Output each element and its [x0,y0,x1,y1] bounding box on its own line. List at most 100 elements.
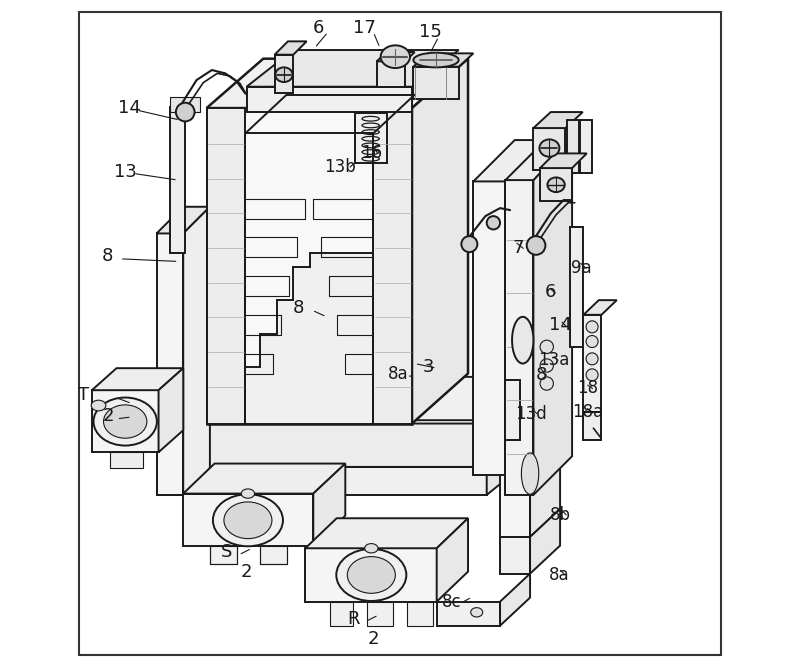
Polygon shape [170,97,200,112]
Ellipse shape [414,53,458,67]
Ellipse shape [103,405,147,438]
Polygon shape [157,377,540,420]
Polygon shape [500,392,560,420]
Polygon shape [110,452,143,468]
Text: 8a: 8a [388,365,408,382]
Polygon shape [157,420,486,467]
Polygon shape [157,233,183,495]
Polygon shape [206,59,468,108]
Polygon shape [274,41,306,55]
Polygon shape [412,59,468,424]
Polygon shape [437,518,468,602]
Text: 14: 14 [549,317,571,334]
Text: 7: 7 [512,239,524,257]
Polygon shape [534,139,572,495]
Polygon shape [530,392,560,537]
Text: 2: 2 [241,564,252,581]
Text: 13: 13 [114,163,137,181]
Ellipse shape [470,608,482,617]
Polygon shape [246,50,458,87]
Text: 13d: 13d [515,405,547,422]
Polygon shape [183,464,346,494]
Polygon shape [206,108,412,424]
Polygon shape [506,140,546,475]
Polygon shape [170,107,186,253]
Polygon shape [583,315,602,412]
Polygon shape [500,537,530,574]
Circle shape [586,353,598,365]
Circle shape [540,377,554,390]
Polygon shape [157,207,210,233]
Text: 13a: 13a [538,352,569,369]
Polygon shape [486,424,540,495]
Polygon shape [474,140,546,181]
Circle shape [586,321,598,333]
Text: 2: 2 [102,408,114,425]
Polygon shape [246,87,412,112]
Polygon shape [374,108,412,424]
Polygon shape [437,602,500,626]
Polygon shape [530,509,560,574]
Text: 17: 17 [354,19,376,37]
Polygon shape [414,67,458,99]
Polygon shape [500,420,530,537]
Circle shape [540,340,554,354]
Text: 14: 14 [118,99,142,117]
Polygon shape [306,518,468,548]
Text: 8a: 8a [549,566,569,584]
Polygon shape [330,602,354,626]
Ellipse shape [512,317,534,364]
Text: 6: 6 [544,283,556,301]
Polygon shape [206,108,246,424]
Polygon shape [534,112,582,128]
Ellipse shape [381,45,410,68]
Polygon shape [260,546,286,564]
Polygon shape [570,227,583,347]
Ellipse shape [547,177,565,192]
Ellipse shape [347,556,395,594]
Ellipse shape [522,453,538,494]
Polygon shape [583,300,617,315]
Polygon shape [506,380,520,440]
Polygon shape [583,412,602,440]
Polygon shape [366,602,394,626]
Text: 8c: 8c [442,593,462,610]
Polygon shape [540,168,572,201]
Polygon shape [210,546,237,564]
Polygon shape [500,574,530,626]
Polygon shape [506,139,572,180]
Polygon shape [158,368,183,452]
Polygon shape [314,464,346,546]
Polygon shape [566,120,578,173]
Polygon shape [377,52,414,61]
Text: 3: 3 [422,358,434,376]
Circle shape [526,236,546,255]
Text: T: T [78,386,89,404]
Polygon shape [183,494,314,546]
Text: 2: 2 [367,630,379,648]
Polygon shape [377,61,406,87]
Polygon shape [580,120,592,173]
Text: 15: 15 [418,23,442,41]
Circle shape [540,359,554,372]
Text: 8: 8 [293,299,304,317]
Polygon shape [534,128,566,170]
Text: 13b: 13b [324,158,356,175]
Ellipse shape [365,544,378,553]
Polygon shape [306,548,437,602]
Ellipse shape [275,67,293,82]
Ellipse shape [213,494,283,546]
Text: 8: 8 [536,366,547,384]
Polygon shape [506,180,534,495]
Polygon shape [246,253,374,424]
Polygon shape [157,424,540,467]
Text: 8: 8 [102,247,114,265]
Polygon shape [92,390,158,452]
Polygon shape [406,602,434,626]
Polygon shape [183,207,210,495]
Circle shape [176,103,194,121]
Ellipse shape [242,489,254,498]
Ellipse shape [539,139,559,157]
Ellipse shape [94,398,157,446]
Circle shape [586,369,598,381]
